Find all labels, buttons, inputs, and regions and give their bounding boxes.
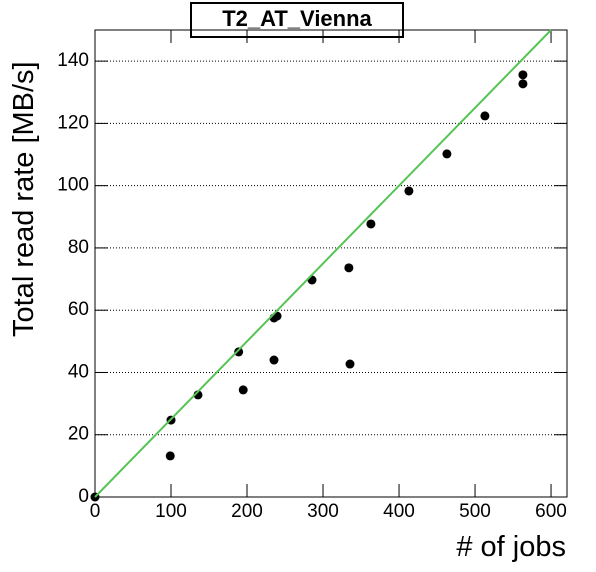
data-point [366, 219, 376, 229]
data-point [269, 355, 279, 365]
y-tick-label: 100 [57, 175, 89, 196]
title-box [190, 2, 404, 38]
data-point [442, 149, 452, 159]
y-tick-label: 60 [68, 299, 89, 320]
x-tick-label: 100 [155, 501, 187, 522]
chart-title: T2_AT_Vienna [222, 6, 372, 31]
data-point [404, 186, 414, 196]
x-tick-label: 300 [307, 501, 339, 522]
y-axis-title: Total read rate [MB/s] [8, 61, 40, 337]
y-tick-label: 140 [57, 50, 89, 71]
data-point [345, 359, 355, 369]
x-axis-title: # of jobs [456, 531, 566, 563]
data-point [234, 347, 244, 357]
x-tick-label: 200 [231, 501, 263, 522]
y-tick-label: 40 [68, 361, 89, 382]
data-point [518, 70, 528, 80]
plot-frame [94, 29, 568, 498]
data-point [518, 79, 528, 89]
x-tick-label: 500 [459, 501, 491, 522]
y-tick-label: 80 [68, 237, 89, 258]
x-tick-label: 600 [535, 501, 567, 522]
y-tick-label: 120 [57, 112, 89, 133]
y-tick-label: 0 [78, 486, 89, 507]
data-point [344, 263, 354, 273]
x-tick-label: 0 [90, 501, 101, 522]
x-tick-label: 400 [383, 501, 415, 522]
data-point [238, 385, 248, 395]
fit-line [94, 29, 552, 498]
data-point [480, 111, 490, 121]
y-tick-label: 20 [68, 424, 89, 445]
data-point [165, 451, 175, 461]
